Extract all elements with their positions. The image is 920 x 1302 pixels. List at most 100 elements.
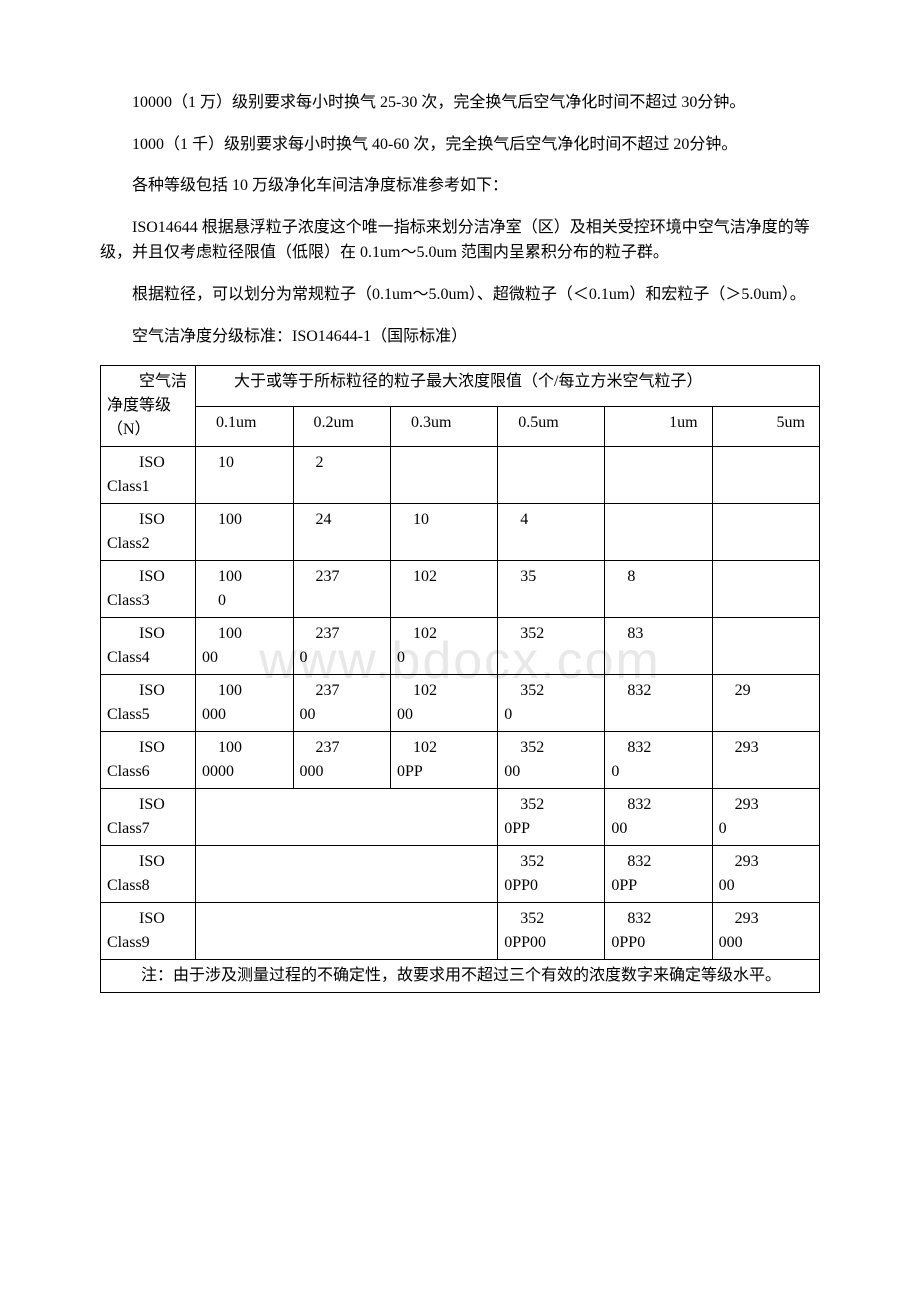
cell-l1: 100 — [202, 682, 242, 699]
subheader-3: 0.5um — [498, 406, 605, 447]
cell: 29 — [712, 675, 819, 732]
cell: 832 0PP0 — [605, 903, 712, 960]
cell-l1: 100 — [202, 739, 242, 756]
table-row: ISO Class1 10 2 — [101, 447, 820, 504]
cell: 237 00 — [293, 675, 390, 732]
subheader-4: 1um — [605, 406, 712, 447]
header-col-label: 空气洁净度等级（N） — [101, 366, 196, 447]
cell-l1: 352 — [504, 910, 544, 927]
subheader-2: 0.3um — [390, 406, 497, 447]
cell-l2: 0 — [611, 763, 619, 780]
subheader-0-text: 0.1um — [216, 414, 256, 431]
cell: 102 0PP — [390, 732, 497, 789]
paragraph-1: 10000（1 万）级别要求每小时换气 25-30 次，完全换气后空气净化时间不… — [100, 90, 820, 116]
row-label-l2: Class7 — [107, 820, 150, 837]
cell-l2: 0PP00 — [504, 934, 546, 951]
row-label: ISO Class2 — [101, 504, 196, 561]
row-label: ISO Class5 — [101, 675, 196, 732]
cell-l1: 352 — [504, 853, 544, 870]
cell: 24 — [293, 504, 390, 561]
cell-l1: 100 — [202, 568, 242, 585]
table-row: ISO Class3 100 0 237 102 35 8 — [101, 561, 820, 618]
cell-l1: 293 — [719, 910, 759, 927]
cell-l1: 237 — [300, 625, 340, 642]
cell — [605, 504, 712, 561]
table-note: 注：由于涉及测量过程的不确定性，故要求用不超过三个有效的浓度数字来确定等级水平。 — [101, 960, 820, 993]
cell: 102 — [390, 561, 497, 618]
table-row: ISO Class8 352 0PP0 832 0PP 293 00 — [101, 846, 820, 903]
cell-l1: 832 — [611, 739, 651, 756]
cell-l1: 237 — [300, 739, 340, 756]
cell-l2: 00 — [300, 706, 316, 723]
cell: 83 — [605, 618, 712, 675]
cell-l1: 352 — [504, 682, 544, 699]
cell-l1: 237 — [300, 682, 340, 699]
cell-l2: 000 — [300, 763, 324, 780]
cell-l1: 832 — [611, 910, 651, 927]
cell: 100 000 — [196, 675, 293, 732]
subheader-0: 0.1um — [196, 406, 293, 447]
cell-l2: 000 — [719, 934, 743, 951]
cell-l1: 352 — [504, 796, 544, 813]
row-label: ISO Class6 — [101, 732, 196, 789]
cell: 832 00 — [605, 789, 712, 846]
cell: 832 0PP — [605, 846, 712, 903]
cell: 102 00 — [390, 675, 497, 732]
cell-l2: 00 — [202, 649, 218, 666]
row-label-l2: Class2 — [107, 535, 150, 552]
cell: 352 00 — [498, 732, 605, 789]
cell — [498, 447, 605, 504]
cell: 293 — [712, 732, 819, 789]
cell-l2: 0PP — [504, 820, 530, 837]
row-label-l1: ISO — [139, 625, 165, 642]
cell-empty — [196, 846, 498, 903]
cell — [390, 447, 497, 504]
cell-l2: 00 — [504, 763, 520, 780]
row-label-l1: ISO — [139, 511, 165, 528]
row-label-l1: ISO — [139, 796, 165, 813]
paragraph-3: 各种等级包括 10 万级净化车间洁净度标准参考如下： — [100, 173, 820, 199]
cell: 10 — [390, 504, 497, 561]
row-label-l1: ISO — [139, 568, 165, 585]
cell-l2: 0000 — [202, 763, 234, 780]
row-label-l1: ISO — [139, 739, 165, 756]
cell-l2: 00 — [719, 877, 735, 894]
cell-l2: 00 — [397, 706, 413, 723]
cell-l1: 352 — [504, 739, 544, 756]
cell-l2: 0PP — [611, 877, 637, 894]
row-label-l2: Class1 — [107, 478, 150, 495]
cell: 102 0 — [390, 618, 497, 675]
paragraph-5: 根据粒径，可以划分为常规粒子（0.1um～5.0um）、超微粒子（＜0.1um）… — [100, 282, 820, 308]
cell-l2: 0 — [504, 706, 512, 723]
row-label-l2: Class8 — [107, 877, 150, 894]
cell — [712, 618, 819, 675]
cell-l2: 0PP0 — [611, 934, 645, 951]
row-label: ISO Class9 — [101, 903, 196, 960]
cell: 10 — [196, 447, 293, 504]
cell: 832 — [605, 675, 712, 732]
cell: 832 0 — [605, 732, 712, 789]
cell: 352 0PP0 — [498, 846, 605, 903]
row-label: ISO Class4 — [101, 618, 196, 675]
cell: 352 — [498, 618, 605, 675]
row-label-l2: Class9 — [107, 934, 150, 951]
cell-l1: 102 — [397, 682, 437, 699]
cell — [605, 447, 712, 504]
table-row: ISO Class7 352 0PP 832 00 293 0 — [101, 789, 820, 846]
subheader-5: 5um — [712, 406, 819, 447]
cell: 100 0 — [196, 561, 293, 618]
cell: 100 00 — [196, 618, 293, 675]
cell: 35 — [498, 561, 605, 618]
table-row: ISO Class9 352 0PP00 832 0PP0 293 000 — [101, 903, 820, 960]
row-label-l2: Class5 — [107, 706, 150, 723]
cell: 352 0 — [498, 675, 605, 732]
cell: 2 — [293, 447, 390, 504]
cell: 352 0PP00 — [498, 903, 605, 960]
subheader-1-text: 0.2um — [314, 414, 354, 431]
cell-l1: 102 — [397, 739, 437, 756]
table-row: ISO Class5 100 000 237 00 102 00 352 0 8… — [101, 675, 820, 732]
cell: 293 00 — [712, 846, 819, 903]
cell — [712, 561, 819, 618]
paragraph-6: 空气洁净度分级标准：ISO14644-1（国际标准） — [100, 324, 820, 350]
table-row: ISO Class2 100 24 10 4 — [101, 504, 820, 561]
